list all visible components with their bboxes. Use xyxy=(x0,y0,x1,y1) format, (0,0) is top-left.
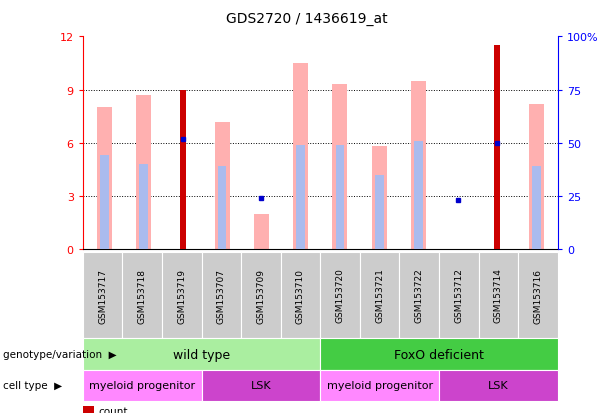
Text: count: count xyxy=(98,406,128,413)
Bar xyxy=(494,46,500,250)
Bar xyxy=(139,165,148,250)
Bar xyxy=(411,81,426,250)
Text: wild type: wild type xyxy=(173,348,230,361)
Bar xyxy=(215,122,230,250)
Text: LSK: LSK xyxy=(488,380,509,390)
Bar xyxy=(414,142,423,250)
Bar xyxy=(296,145,305,250)
Text: myeloid progenitor: myeloid progenitor xyxy=(89,380,195,390)
Text: GSM153717: GSM153717 xyxy=(98,268,107,323)
Text: GSM153720: GSM153720 xyxy=(335,268,345,323)
Bar xyxy=(180,90,186,250)
Text: LSK: LSK xyxy=(251,380,271,390)
Text: genotype/variation  ▶: genotype/variation ▶ xyxy=(3,349,116,359)
Bar xyxy=(332,85,348,250)
Text: GSM153707: GSM153707 xyxy=(217,268,226,323)
Bar xyxy=(97,108,112,250)
Text: GSM153710: GSM153710 xyxy=(296,268,305,323)
Text: GDS2720 / 1436619_at: GDS2720 / 1436619_at xyxy=(226,12,387,26)
Bar xyxy=(371,147,387,250)
Bar xyxy=(218,166,226,250)
Bar xyxy=(375,176,384,250)
Bar xyxy=(529,104,544,250)
Text: GSM153716: GSM153716 xyxy=(533,268,543,323)
Bar xyxy=(532,166,541,250)
Text: myeloid progenitor: myeloid progenitor xyxy=(327,380,433,390)
Bar xyxy=(293,64,308,250)
Bar xyxy=(136,96,151,250)
Text: GSM153714: GSM153714 xyxy=(494,268,503,323)
Bar xyxy=(335,145,345,250)
Text: GSM153721: GSM153721 xyxy=(375,268,384,323)
Text: GSM153722: GSM153722 xyxy=(415,268,424,323)
Text: GSM153719: GSM153719 xyxy=(177,268,186,323)
Bar xyxy=(254,214,269,250)
Text: GSM153709: GSM153709 xyxy=(256,268,265,323)
Text: GSM153712: GSM153712 xyxy=(454,268,463,323)
Bar xyxy=(100,156,109,250)
Text: cell type  ▶: cell type ▶ xyxy=(3,380,62,390)
Text: GSM153718: GSM153718 xyxy=(138,268,147,323)
Text: FoxO deficient: FoxO deficient xyxy=(394,348,484,361)
